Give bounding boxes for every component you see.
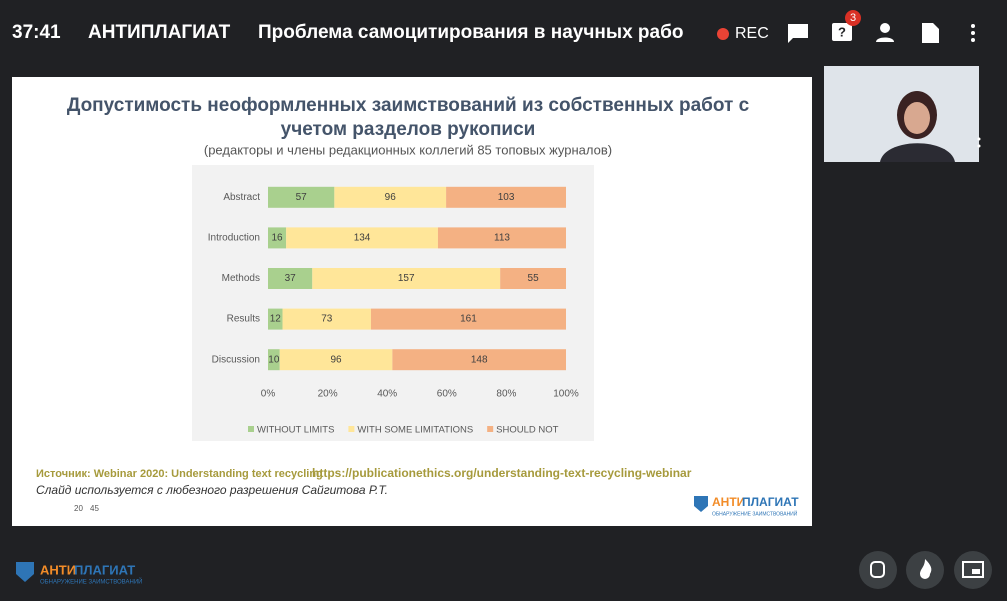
x-tick-label: 20% bbox=[318, 389, 338, 400]
legend-swatch bbox=[348, 426, 355, 432]
speaker-face bbox=[904, 102, 930, 134]
bar-segment bbox=[286, 227, 438, 249]
bar-segment bbox=[500, 268, 566, 289]
bar-segment bbox=[268, 349, 280, 371]
bar-segment bbox=[334, 186, 447, 208]
data-label: 55 bbox=[528, 273, 540, 284]
slide-logo-icon bbox=[694, 496, 708, 512]
slide-title: учетом разделов рукописи bbox=[281, 119, 536, 140]
data-label: 96 bbox=[330, 354, 342, 365]
svg-text:?: ? bbox=[838, 24, 846, 39]
credit: Слайд используется с любезного разрешени… bbox=[36, 483, 388, 497]
x-tick-label: 60% bbox=[437, 389, 457, 400]
y-tick-label: Methods bbox=[222, 273, 260, 284]
rec-label: REC bbox=[735, 25, 769, 42]
bar-segment bbox=[268, 186, 335, 208]
meeting-title: Проблема самоцитирования в научных рабо bbox=[258, 22, 683, 43]
data-label: 96 bbox=[385, 192, 397, 203]
qa-button[interactable]: ? bbox=[832, 23, 852, 41]
y-tick-label: Discussion bbox=[212, 354, 260, 365]
data-label: 113 bbox=[494, 233, 510, 244]
speaker-body bbox=[880, 143, 955, 162]
y-tick-label: Introduction bbox=[208, 233, 260, 244]
chart: 0% 20% 40% 60% 80% 100% Abstract 57 96 103 Introdu… bbox=[208, 186, 579, 436]
tile-menu[interactable] bbox=[977, 144, 981, 148]
slide-logo: ПЛАГИАТ bbox=[742, 495, 799, 509]
people-button[interactable] bbox=[876, 23, 894, 42]
chat-button[interactable] bbox=[788, 24, 808, 43]
data-label: 157 bbox=[398, 273, 415, 284]
menu-button[interactable] bbox=[971, 24, 975, 42]
raise-hand-button[interactable] bbox=[859, 551, 897, 589]
badge-count: 3 bbox=[850, 12, 856, 24]
footer-logo-icon bbox=[16, 562, 34, 582]
bar-segment bbox=[268, 268, 313, 289]
data-label: 73 bbox=[321, 314, 333, 325]
page-number: 45 bbox=[90, 504, 99, 513]
bar-segment bbox=[370, 308, 566, 330]
data-label: 103 bbox=[498, 192, 515, 203]
data-label: 12 bbox=[270, 314, 282, 325]
data-label: 37 bbox=[285, 273, 297, 284]
bar-segment bbox=[437, 227, 566, 249]
y-tick-label: Abstract bbox=[223, 192, 260, 203]
data-label: 161 bbox=[460, 314, 477, 325]
footer-logo: АНТИ bbox=[40, 562, 76, 577]
x-tick-label: 100% bbox=[553, 389, 579, 400]
data-label: 16 bbox=[272, 233, 284, 244]
slide-logo-sub: ОБНАРУЖЕНИЕ ЗАИМСТВОВАНИЙ bbox=[712, 509, 798, 517]
x-tick-label: 80% bbox=[496, 389, 516, 400]
bar-segment bbox=[282, 308, 371, 330]
footer-logo: ПЛАГИАТ bbox=[74, 562, 135, 577]
page-number: 20 bbox=[74, 504, 83, 513]
x-tick-label: 0% bbox=[261, 389, 276, 400]
badge bbox=[845, 10, 861, 26]
footer-logo-sub: ОБНАРУЖЕНИЕ ЗАИМСТВОВАНИЙ bbox=[40, 578, 142, 586]
brand: АНТИПЛАГИАТ bbox=[88, 22, 231, 43]
x-tick-label: 40% bbox=[377, 389, 397, 400]
bar-segment bbox=[446, 186, 566, 208]
bar-segment bbox=[312, 268, 501, 289]
bar-segment bbox=[268, 308, 283, 330]
pip-button[interactable] bbox=[954, 551, 992, 589]
data-label: 57 bbox=[296, 192, 308, 203]
legend-label: SHOULD NOT bbox=[496, 425, 558, 436]
slide-logo: АНТИ bbox=[712, 495, 745, 509]
notes-button[interactable] bbox=[922, 23, 939, 43]
source-url: https://publicationethics.org/understand… bbox=[312, 466, 692, 480]
data-label: 148 bbox=[471, 354, 488, 365]
chart-area bbox=[192, 165, 594, 441]
legend-swatch bbox=[487, 426, 494, 432]
data-label: 10 bbox=[268, 354, 280, 365]
bar-segment bbox=[268, 227, 287, 249]
reactions-button[interactable] bbox=[906, 551, 944, 589]
source: Источник: Webinar 2020: Understanding te… bbox=[36, 468, 323, 480]
data-label: 134 bbox=[354, 233, 371, 244]
timer: 37:41 bbox=[12, 22, 61, 43]
bar-segment bbox=[279, 349, 393, 371]
slide-title: Допустимость неоформленных заимствований… bbox=[67, 95, 750, 116]
legend-label: WITHOUT LIMITS bbox=[257, 425, 334, 436]
legend-label: WITH SOME LIMITATIONS bbox=[357, 425, 473, 436]
bar-segment bbox=[392, 349, 566, 371]
rec-dot bbox=[717, 28, 729, 40]
tile-menu[interactable] bbox=[977, 137, 981, 141]
slide-subtitle: (редакторы и члены редакционных коллегий… bbox=[204, 142, 612, 157]
legend-swatch bbox=[248, 426, 254, 432]
y-tick-label: Results bbox=[227, 314, 260, 325]
